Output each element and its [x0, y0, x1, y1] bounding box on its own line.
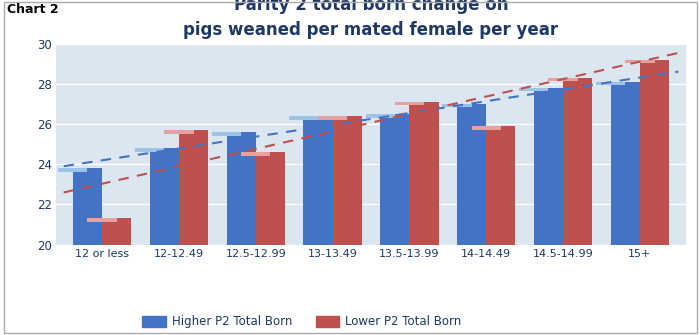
Bar: [135, 148, 164, 152]
Bar: [365, 114, 395, 118]
Bar: [212, 132, 241, 136]
Bar: [457, 104, 486, 245]
Bar: [58, 168, 88, 172]
Bar: [534, 88, 563, 245]
Bar: [442, 104, 472, 108]
Bar: [395, 102, 424, 106]
Title: Parity 2 total born change on
pigs weaned per mated female per year: Parity 2 total born change on pigs weane…: [183, 0, 559, 39]
Bar: [73, 168, 102, 245]
Bar: [640, 60, 669, 245]
Bar: [179, 130, 208, 245]
Bar: [88, 218, 117, 222]
Bar: [410, 102, 439, 245]
Bar: [549, 78, 578, 81]
Bar: [102, 218, 132, 245]
Bar: [227, 132, 256, 245]
Bar: [332, 116, 362, 245]
Bar: [289, 116, 318, 120]
Bar: [380, 114, 410, 245]
Bar: [625, 60, 654, 63]
Bar: [318, 116, 347, 120]
Bar: [303, 116, 332, 245]
Bar: [150, 148, 179, 245]
Bar: [256, 152, 285, 245]
Bar: [596, 82, 625, 85]
Bar: [486, 126, 515, 245]
Bar: [519, 88, 549, 91]
Bar: [610, 82, 640, 245]
Text: Chart 2: Chart 2: [7, 3, 59, 16]
Bar: [164, 130, 193, 134]
Bar: [241, 152, 270, 156]
Bar: [472, 126, 500, 130]
Bar: [563, 78, 592, 245]
